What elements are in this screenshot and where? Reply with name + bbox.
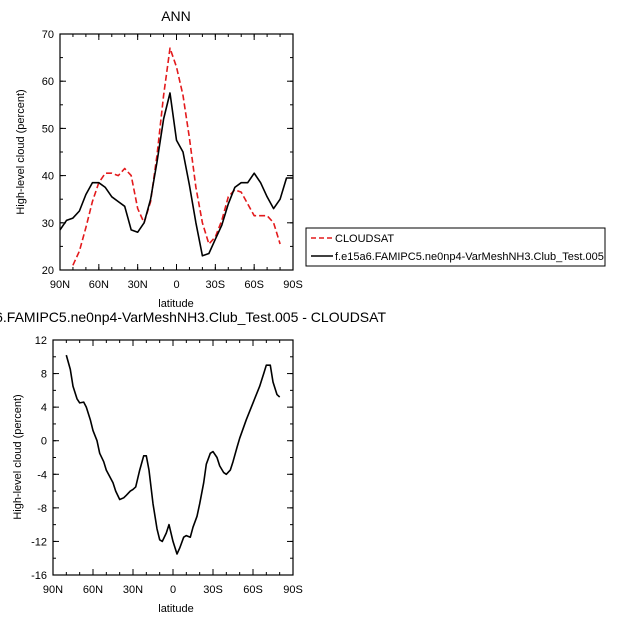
legend-label-model: f.e15a6.FAMIPC5.ne0np4-VarMeshNH3.Club_T… <box>335 251 604 263</box>
y-tick-label: 12 <box>35 335 47 347</box>
series-line-0 <box>72 47 281 266</box>
y-tick-label: -16 <box>31 570 47 582</box>
legend-box <box>305 227 606 267</box>
chart-bottom-plot: -16 -12 -8 -4 0 4 8 12 90N 60N 30N 0 30S 60S 90S <box>31 335 303 596</box>
x-tick-label: 90S <box>283 279 303 291</box>
x-tick-label: 60S <box>243 584 263 596</box>
x-tick-label: 0 <box>170 584 176 596</box>
y-tick-label: 0 <box>41 436 47 448</box>
y-tick-label: 30 <box>42 218 54 230</box>
x-tick-label: 90N <box>43 584 63 596</box>
series-line-0 <box>65 354 281 555</box>
y-tick-label: 20 <box>42 265 54 277</box>
x-tick-label: 60N <box>89 279 109 291</box>
x-tick-label: 90S <box>283 584 303 596</box>
x-tick-label: 60N <box>83 584 103 596</box>
chart-top: ANN 20 30 40 50 60 70 90N 60N 30N 0 30S 60S 90S lati… <box>15 8 606 310</box>
y-tick-label: 4 <box>41 402 47 414</box>
chart-top-plot: 20 30 40 50 60 70 90N 60N 30N 0 30S 60S 90S <box>42 29 303 291</box>
y-tick-label: -8 <box>37 503 47 515</box>
legend-label-cloudsat: CLOUDSAT <box>335 233 394 245</box>
y-tick-label: 40 <box>42 171 54 183</box>
x-tick-label: 30S <box>206 279 226 291</box>
chart-bottom-ylabel: High-level cloud (percent) <box>12 394 24 519</box>
y-tick-label: -4 <box>37 469 47 481</box>
chart-top-xlabel: latitude <box>158 298 193 310</box>
x-tick-label: 0 <box>173 279 179 291</box>
x-tick-label: 30N <box>128 279 148 291</box>
x-tick-label: 60S <box>244 279 264 291</box>
chart-bottom-title: f.e15a6.FAMIPC5.ne0np4-VarMeshNH3.Club_T… <box>0 309 386 325</box>
chart-top-title: ANN <box>161 8 191 24</box>
y-tick-label: 60 <box>42 76 54 88</box>
series-line-1 <box>60 92 293 257</box>
chart-bottom: f.e15a6.FAMIPC5.ne0np4-VarMeshNH3.Club_T… <box>0 309 386 615</box>
y-tick-label: 70 <box>42 29 54 41</box>
chart-top-ylabel: High-level cloud (percent) <box>15 89 27 214</box>
x-tick-label: 90N <box>50 279 70 291</box>
y-tick-label: 8 <box>41 369 47 381</box>
x-tick-label: 30N <box>123 584 143 596</box>
x-tick-label: 30S <box>203 584 223 596</box>
legend: CLOUDSAT f.e15a6.FAMIPC5.ne0np4-VarMeshN… <box>305 227 606 267</box>
chart-bottom-xlabel: latitude <box>158 603 193 615</box>
y-tick-label: -12 <box>31 536 47 548</box>
y-tick-label: 50 <box>42 123 54 135</box>
